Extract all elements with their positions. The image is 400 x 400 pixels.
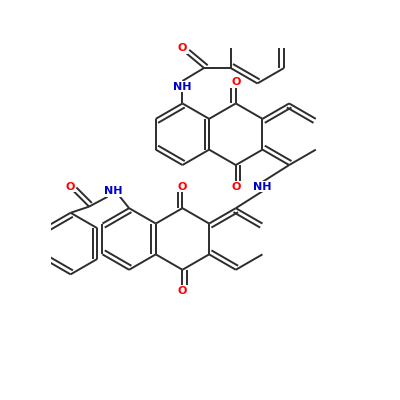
Text: O: O: [178, 182, 187, 192]
Text: NH: NH: [173, 82, 192, 92]
Text: O: O: [231, 77, 240, 87]
Text: NH: NH: [104, 186, 123, 196]
Text: O: O: [178, 43, 187, 53]
Text: O: O: [66, 182, 75, 192]
Text: NH: NH: [253, 182, 272, 192]
Text: O: O: [178, 286, 187, 296]
Text: O: O: [231, 182, 240, 192]
